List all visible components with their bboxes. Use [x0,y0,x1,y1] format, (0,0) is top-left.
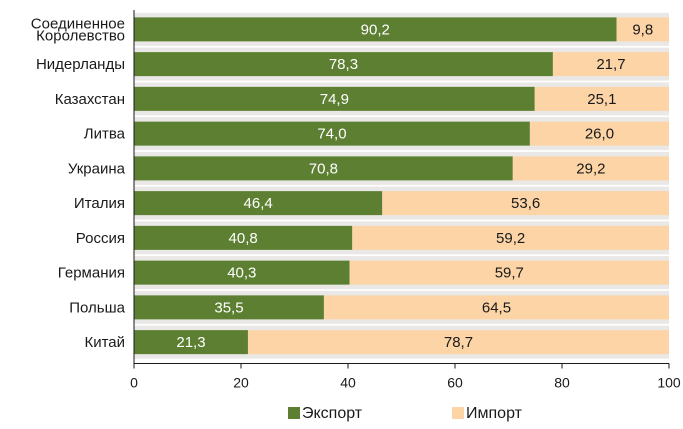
bar-label-import: 25,1 [587,91,616,108]
bar-label-export: 78,3 [329,56,358,73]
bar-import [382,191,669,216]
category-label-line: Китай [84,334,125,351]
category-label: Казахстан [55,91,125,108]
legend: Экспорт Импорт [288,405,523,422]
bar-import [534,86,669,111]
category-label: Россия [76,230,125,247]
category-label: Нидерланды [36,56,125,73]
category-label-line: Литва [84,126,126,143]
category-label-line: Украина [68,160,126,177]
bar-label-import: 21,7 [596,56,625,73]
bar-label-export: 90,2 [361,21,390,38]
bar-label-export: 46,4 [244,195,273,212]
category-label-line: Нидерланды [36,56,125,73]
category-label: Италия [74,195,125,212]
legend-swatch-export [288,407,300,419]
category-label: Литва [84,126,126,143]
bar-label-export: 35,5 [214,299,243,316]
x-tick-label: 100 [657,375,681,391]
bar-export [134,17,617,42]
bar-label-export: 40,8 [229,230,258,247]
legend-label-import: Импорт [466,405,523,422]
category-label: Соединенное Королевство [31,15,125,44]
bar-label-export: 40,3 [227,265,256,282]
bar-label-import: 59,7 [495,265,524,282]
bar-label-export: 74,9 [320,91,349,108]
bar-label-import: 9,8 [632,21,653,38]
category-label-line: Королевство [36,27,125,44]
category-label-line: Соединенное [31,15,125,32]
bar-export [134,121,530,146]
bar-export [134,295,324,320]
category-label: Польша [69,299,125,316]
bar-label-import: 78,7 [444,334,473,351]
bar-export [134,330,248,355]
legend-swatch-import [452,407,464,419]
legend-label-export: Экспорт [302,405,363,422]
bar-label-import: 59,2 [496,230,525,247]
bar-import [529,121,669,146]
bars-group: 90,2 9,8 78,3 21,7 74,9 25,1 74,0 26,0 70,8 29,2 4… [134,17,669,355]
x-tick-label: 20 [233,375,249,391]
bar-export [134,86,535,111]
category-label-line: Италия [74,195,125,212]
category-label-line: Россия [76,230,125,247]
bar-label-import: 53,6 [511,195,540,212]
bar-export [134,191,383,216]
bar-export [134,260,350,285]
category-label: Германия [58,265,125,282]
bar-label-import: 29,2 [576,160,605,177]
x-tick-label: 40 [340,375,356,391]
category-label-line: Германия [58,265,125,282]
x-tick-label: 60 [447,375,463,391]
category-label-line: Казахстан [55,91,125,108]
bar-import [352,225,669,250]
category-label-line: Польша [69,299,125,316]
bar-import [349,260,669,285]
x-tick-label: 80 [554,375,570,391]
bar-export [134,52,553,77]
bar-export [134,156,513,181]
bar-label-import: 26,0 [585,126,614,143]
category-labels: Соединенное Королевство Нидерланды Казахста… [31,15,126,351]
bar-label-export: 21,3 [176,334,205,351]
category-label: Китай [84,334,125,351]
bar-label-export: 70,8 [309,160,338,177]
x-axis: 0 20 40 60 80 100 [130,10,681,391]
bar-import [512,156,669,181]
bar-label-import: 64,5 [482,299,511,316]
bar-import [323,295,669,320]
category-label: Украина [68,160,126,177]
bar-import [552,52,669,77]
x-tick-label: 0 [130,375,138,391]
bar-import [247,330,669,355]
bar-label-export: 74,0 [317,126,346,143]
bar-export [134,225,353,250]
bar-import [616,17,669,42]
